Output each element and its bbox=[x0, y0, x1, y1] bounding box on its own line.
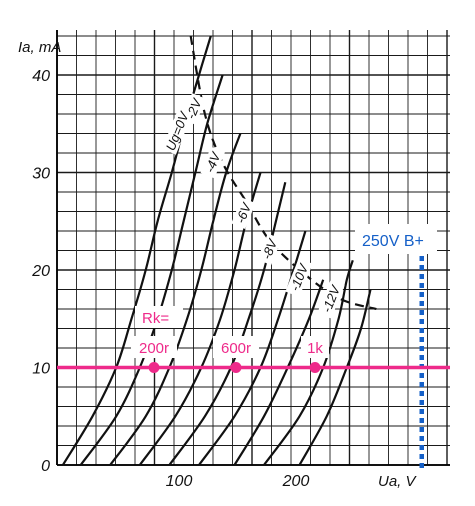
curve-label-mask bbox=[200, 146, 225, 179]
max-dissipation-curve bbox=[189, 35, 377, 311]
rk-label-box bbox=[213, 336, 259, 358]
rk-label-box bbox=[301, 336, 329, 358]
y-tick-label: 20 bbox=[31, 263, 50, 280]
curve-label: -2V bbox=[183, 96, 205, 122]
curve-label: -6V bbox=[233, 200, 255, 226]
axis-ticks: 0 10 20 30 40 100 200 bbox=[31, 68, 309, 490]
rk-title: Rk= bbox=[142, 310, 169, 327]
rk-point-200r bbox=[148, 362, 160, 373]
plate-curve-6 bbox=[233, 279, 325, 466]
x-tick-label: 200 bbox=[282, 473, 310, 490]
curve-label-mask bbox=[231, 197, 256, 230]
rk-label-200r: 200r bbox=[139, 340, 169, 357]
rk-label-600r: 600r bbox=[221, 340, 251, 357]
curve-label: -8V bbox=[259, 236, 281, 262]
y-axis-label: Ia, mA bbox=[18, 39, 61, 56]
rk-label-box bbox=[131, 336, 177, 358]
plate-curve-1 bbox=[79, 74, 224, 466]
b-plus-label: 250V B+ bbox=[362, 233, 424, 250]
rk-title-box bbox=[135, 306, 183, 328]
curve-label-mask bbox=[317, 279, 345, 319]
y-tick-label: 30 bbox=[32, 166, 50, 183]
rk-point-600r bbox=[230, 362, 242, 373]
curve-label-mask bbox=[181, 93, 206, 125]
y-tick-label: 0 bbox=[41, 458, 50, 475]
y-tick-label: 10 bbox=[32, 361, 50, 378]
curve-label-mask bbox=[285, 258, 313, 298]
plate-curve-7 bbox=[263, 259, 354, 466]
label-masks bbox=[162, 93, 345, 319]
curve-label-mask bbox=[257, 233, 282, 266]
annotations: 250V B+ Rk= 200r 600r 1k bbox=[57, 224, 450, 468]
max-dissipation-line bbox=[189, 35, 377, 311]
grid bbox=[56, 30, 450, 466]
x-tick-label: 100 bbox=[166, 473, 193, 490]
rk-point-1k bbox=[309, 362, 321, 373]
y-tick-label: 40 bbox=[32, 68, 50, 85]
plate-curve-4 bbox=[168, 182, 287, 466]
x-axis-label: Ua, V bbox=[378, 473, 418, 490]
rk-label-1k: 1k bbox=[307, 340, 323, 357]
b-plus-label-box bbox=[355, 224, 437, 254]
curve-label: -4V bbox=[202, 149, 224, 175]
plate-curve-2 bbox=[109, 133, 242, 466]
